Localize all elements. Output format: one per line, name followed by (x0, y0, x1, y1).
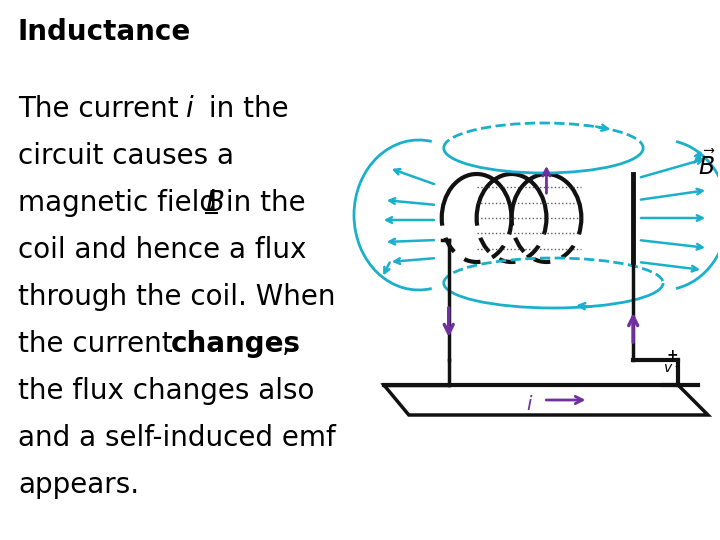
Text: $\vec{B}$: $\vec{B}$ (698, 150, 716, 180)
Text: +: + (666, 348, 678, 362)
Text: v: v (664, 361, 672, 375)
Text: through the coil. When: through the coil. When (18, 283, 336, 311)
Text: coil and hence a flux: coil and hence a flux (18, 236, 306, 264)
Text: magnetic field: magnetic field (18, 189, 226, 217)
Text: $i$: $i$ (526, 395, 534, 414)
Text: in the: in the (200, 95, 289, 123)
Text: circuit causes a: circuit causes a (18, 142, 234, 170)
Text: -: - (674, 361, 679, 375)
Polygon shape (384, 385, 708, 415)
Text: ,: , (282, 330, 291, 358)
Text: the flux changes also: the flux changes also (18, 377, 315, 405)
Text: i: i (186, 95, 193, 123)
Text: in the: in the (217, 189, 306, 217)
Text: B: B (205, 189, 225, 217)
Text: changes: changes (171, 330, 300, 358)
Text: The current: The current (18, 95, 187, 123)
Text: appears.: appears. (18, 471, 139, 499)
Text: the current: the current (18, 330, 181, 358)
Text: and a self-induced emf: and a self-induced emf (18, 424, 336, 452)
Text: Inductance: Inductance (18, 18, 192, 46)
